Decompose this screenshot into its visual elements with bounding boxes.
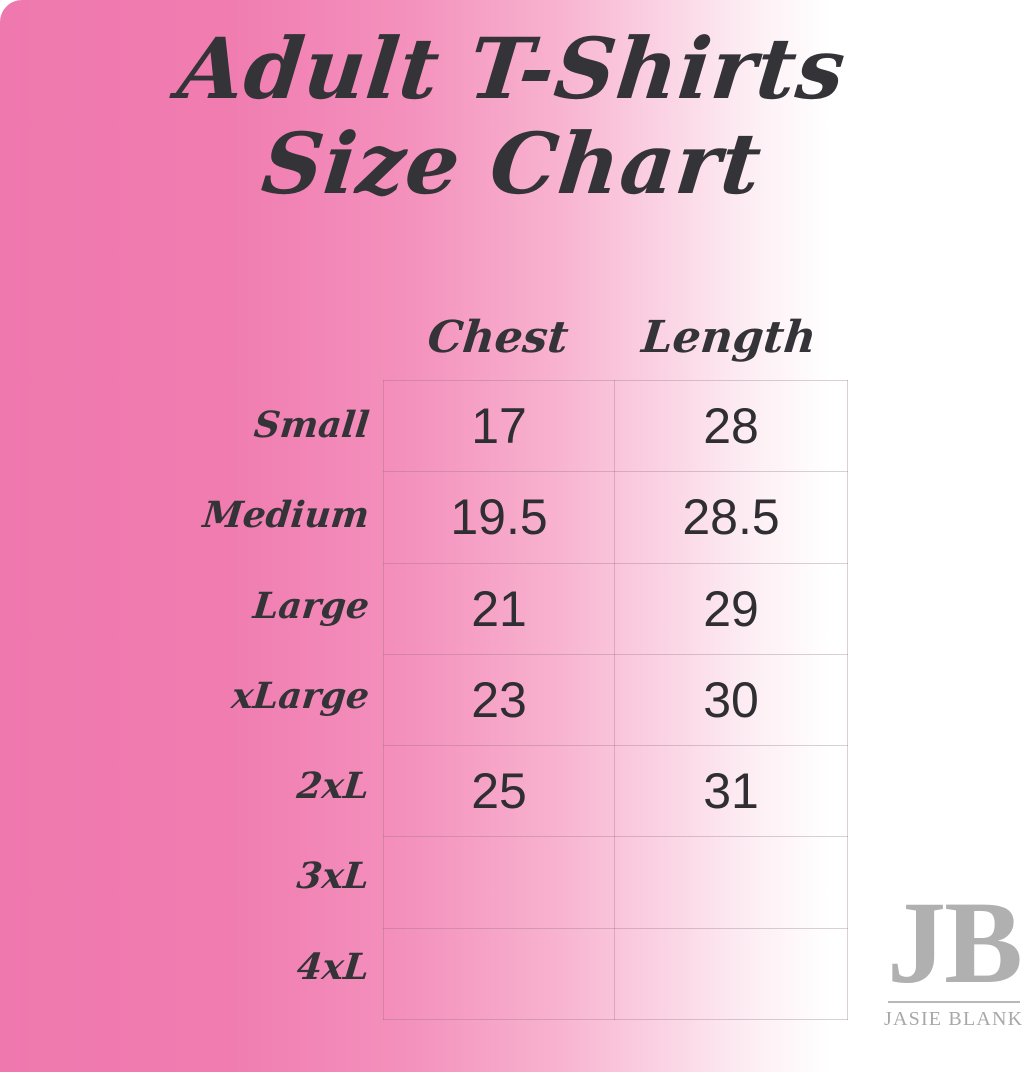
size-label: 3xL: [294, 855, 372, 898]
table-row: [383, 927, 848, 1021]
size-label: 2xL: [294, 765, 372, 808]
size-label-column: Small Medium Large xLarge 2xL 3xL 4xL: [150, 380, 375, 1012]
table-row: 23 30: [383, 653, 848, 747]
column-header-length: Length: [639, 312, 819, 363]
cell-chest: 25: [383, 745, 615, 838]
cell-length: 30: [614, 653, 848, 747]
table-row: 17 28: [383, 379, 848, 473]
cell-chest: 21: [383, 562, 615, 655]
cell-chest: [383, 927, 615, 1021]
cell-length: 28: [614, 379, 848, 473]
cell-length: [614, 836, 848, 929]
size-label: Small: [252, 404, 372, 447]
cell-length: 31: [614, 745, 848, 838]
cell-chest: 19.5: [383, 471, 615, 564]
cell-length: [614, 927, 848, 1021]
size-label: 4xL: [294, 945, 372, 988]
table-row: 21 29: [383, 562, 848, 655]
column-header-chest: Chest: [425, 312, 571, 363]
size-label: Large: [251, 584, 372, 627]
cell-chest: 17: [383, 379, 615, 473]
size-label: xLarge: [229, 675, 372, 718]
measurements-table: 17 28 19.5 28.5 21 29 23 30 25 31: [383, 379, 848, 1021]
table-row: 19.5 28.5: [383, 471, 848, 564]
cell-length: 28.5: [614, 471, 848, 564]
cell-chest: [383, 836, 615, 929]
table-row: [383, 836, 848, 929]
table-row: 25 31: [383, 745, 848, 838]
size-label: Medium: [200, 494, 372, 537]
cell-chest: 23: [383, 653, 615, 747]
cell-length: 29: [614, 562, 848, 655]
